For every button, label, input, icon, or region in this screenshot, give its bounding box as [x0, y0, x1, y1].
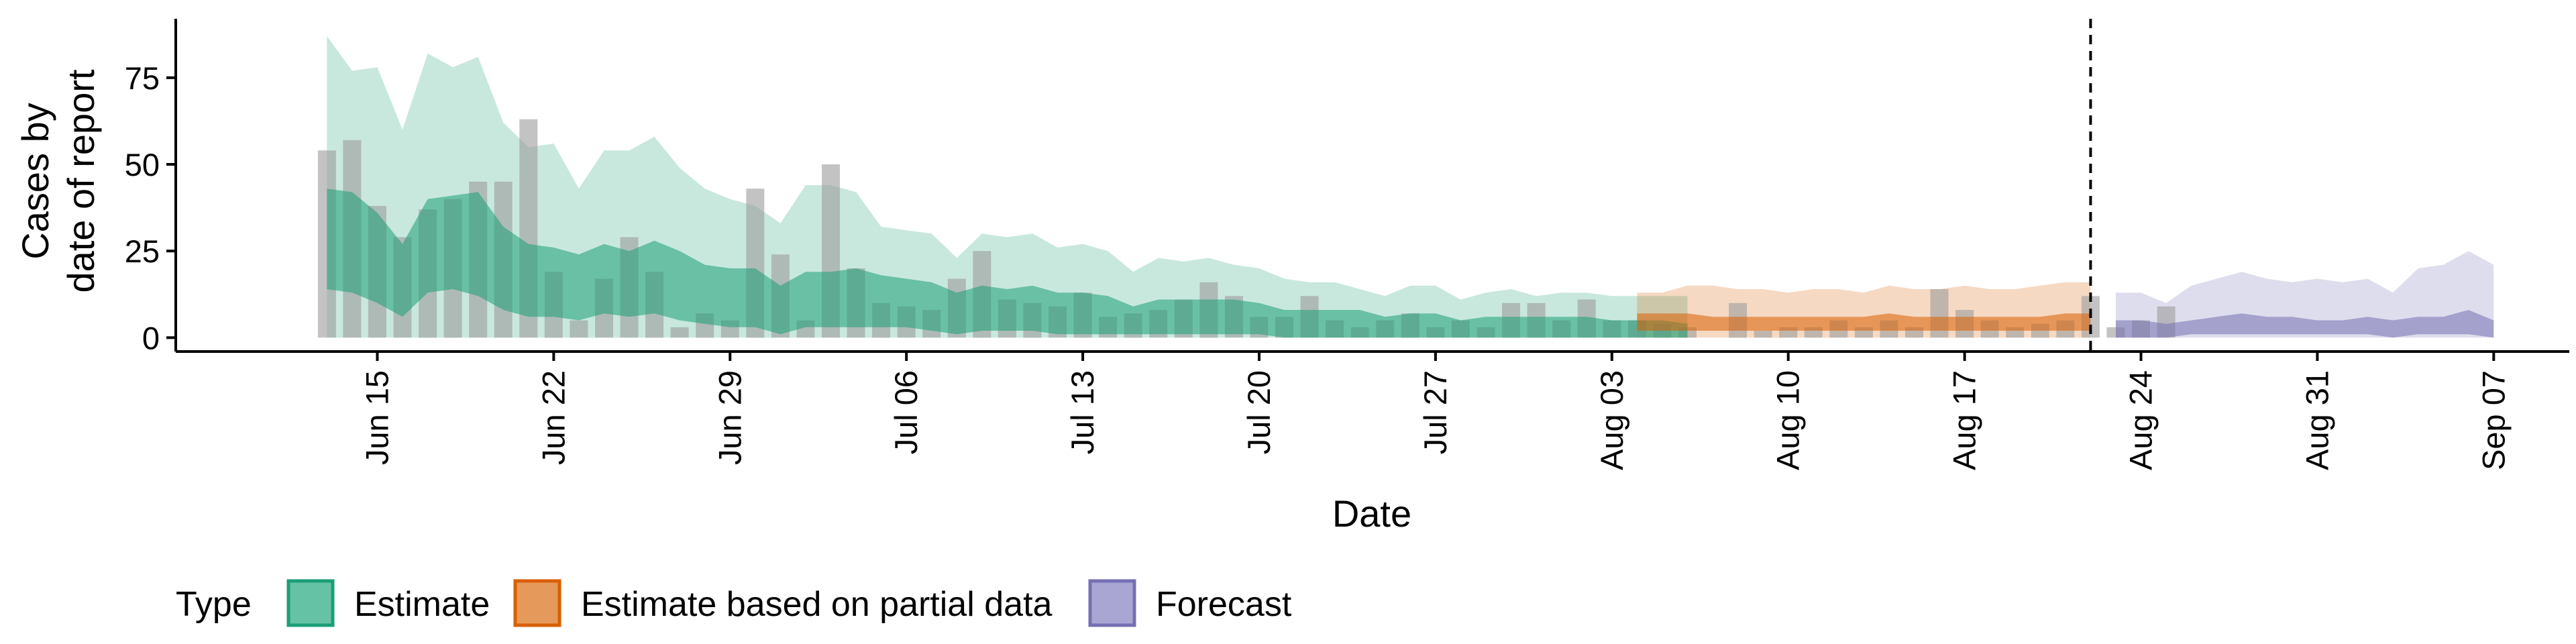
- y-tick-label: 50: [125, 147, 160, 182]
- legend-swatch-partial: [513, 579, 561, 627]
- x-tick-label: Jun 22: [535, 370, 571, 465]
- x-tick-label: Aug 31: [2299, 370, 2334, 470]
- x-tick-label: Jul 06: [888, 370, 924, 454]
- y-tick-label: 25: [125, 233, 160, 269]
- x-axis-title: Date: [1332, 492, 1411, 535]
- legend-label-partial: Estimate based on partial data: [581, 585, 1053, 624]
- y-tick-label: 75: [125, 60, 160, 96]
- legend-swatch-forecast: [1088, 579, 1136, 627]
- x-tick-label: Jun 29: [712, 370, 747, 465]
- x-tick-label: Jul 13: [1065, 370, 1100, 454]
- observed-bar: [570, 320, 588, 338]
- partial-inner-ribbon: [1637, 313, 2091, 331]
- x-tick-label: Aug 10: [1770, 370, 1806, 470]
- axes: 0 25 50 75 Jun 15 Jun 22 Jun 29 Jul 06 Jul 13 Jul…: [125, 19, 2569, 470]
- forecast-inner-ribbon: [2116, 310, 2494, 338]
- forecast-outer-ribbon: [2116, 251, 2494, 338]
- estimate-inner-ribbon: [327, 189, 1688, 338]
- legend-label-estimate: Estimate: [354, 585, 490, 624]
- legend-swatch-estimate: [286, 579, 335, 627]
- legend-label-forecast: Forecast: [1156, 585, 1292, 624]
- y-tick-label: 0: [142, 320, 160, 356]
- y-axis-title-line-1: Cases by: [14, 103, 56, 259]
- x-tick-label: Jul 27: [1417, 370, 1453, 454]
- x-tick-label: Sep 07: [2475, 370, 2511, 470]
- x-tick-label: Aug 03: [1594, 370, 1629, 470]
- observed-bar: [670, 327, 689, 338]
- x-tick-label: Aug 24: [2123, 370, 2159, 470]
- x-tick-label: Jun 15: [360, 370, 395, 465]
- legend-title: Type: [176, 585, 252, 624]
- plot-area: [317, 19, 2494, 352]
- legend-items: Estimate Estimate based on partial data Fo…: [286, 579, 1292, 627]
- x-tick-label: Jul 20: [1241, 370, 1277, 454]
- observed-bar: [1754, 331, 1772, 338]
- legend: Type Estimate Estimate based on partial d…: [176, 579, 1292, 627]
- x-tick-label: Aug 17: [1947, 370, 1982, 470]
- y-axis-title-line-2: date of report: [60, 69, 102, 293]
